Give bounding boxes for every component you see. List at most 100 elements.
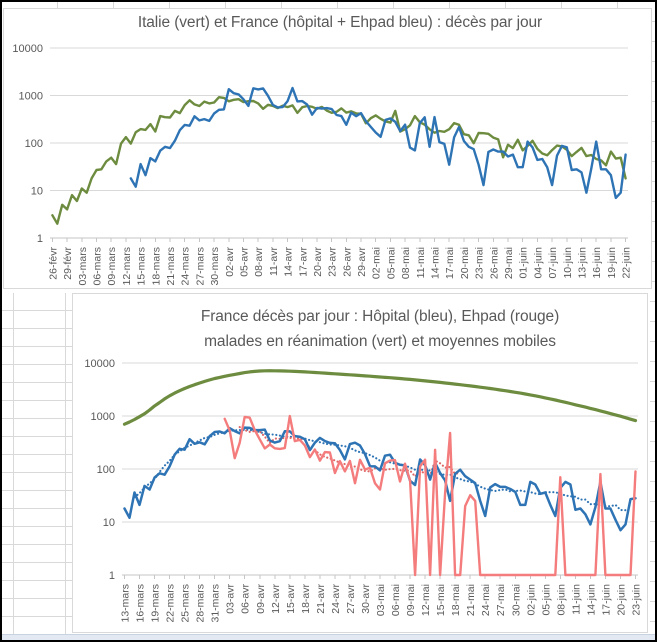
series-france-hopital-ehpad <box>129 86 627 200</box>
chart-france-detail[interactable]: France décès par jour : Hôpital (bleu), … <box>72 293 648 633</box>
x-axis-label: 12-avr <box>270 584 282 614</box>
x-axis-label: 02-mai <box>371 247 383 279</box>
x-axis-label: 12-mai <box>420 584 432 616</box>
x-axis-label: 08-avr <box>253 247 265 277</box>
x-axis-label: 20-juin <box>615 584 627 616</box>
spreadsheet-right-cells <box>650 2 655 634</box>
x-axis-label: 16-juin <box>591 247 603 279</box>
x-axis-label: 17-avr <box>297 247 309 277</box>
x-axis-label: 22-juin <box>621 247 633 279</box>
x-axis-label: 06-mars <box>92 247 104 286</box>
x-axis-label: 05-avr <box>238 247 250 277</box>
x-axis-label: 26-févr <box>47 247 59 280</box>
x-axis-label: 15-avr <box>285 584 297 614</box>
chart-title-bottom-line1: France décès par jour : Hôpital (bleu), … <box>200 308 560 325</box>
x-axis-label: 17-juin <box>600 584 612 616</box>
x-axis-label: 24-mai <box>480 584 492 616</box>
x-axis-label: 29-mai <box>503 247 515 279</box>
x-axis-label: 13-juin <box>576 247 588 279</box>
x-axis-label: 18-mai <box>450 584 462 616</box>
x-axis-label: 15-mai <box>435 584 447 616</box>
series-ehpad <box>223 414 637 577</box>
x-axis-label: 21-mars <box>165 247 177 286</box>
x-axis-label: 20-mai <box>459 247 471 279</box>
x-axis-label: 03-mars <box>77 247 89 286</box>
x-axis-label: 29-févr <box>62 247 74 280</box>
x-axis-label: 23-juin <box>630 584 642 616</box>
x-axis-label: 08-mai <box>400 247 412 279</box>
y-axis-label: 1 <box>109 570 115 582</box>
x-axis-label: 05-juin <box>540 584 552 616</box>
y-axis-label: 1 <box>37 233 43 245</box>
x-axis-label: 29-avr <box>356 247 368 277</box>
x-axis-label: 16-mars <box>135 584 147 623</box>
x-axis-label: 09-avr <box>255 584 267 614</box>
window-bottom-strip <box>2 634 655 640</box>
y-axis-label: 100 <box>25 138 43 150</box>
x-axis-label: 01-juin <box>518 247 530 279</box>
x-axis-label: 26-avr <box>341 247 353 277</box>
x-axis-label: 09-mars <box>106 247 118 286</box>
x-axis-label: 24-avr <box>330 584 342 614</box>
x-axis-label: 19-mars <box>150 584 162 623</box>
x-axis-label: 02-avr <box>224 247 236 277</box>
plot-area-italie-france: 10000 1000 100 10 1 26-févr 29-févr 03-mars 06-m… <box>12 43 633 286</box>
y-axis-label: 10 <box>31 186 43 198</box>
x-axis-label: 24-mars <box>180 247 192 286</box>
chart-title-bottom: France décès par jour : Hôpital (bleu), … <box>113 304 647 354</box>
chart-title-bottom-line2: malades en réanimation (vert) et moyenne… <box>204 333 556 350</box>
x-axis-label: 30-mars <box>209 247 221 286</box>
x-axis-label: 22-mars <box>165 584 177 623</box>
x-axis-label: 21-mai <box>465 584 477 616</box>
x-axis-label: 06-mai <box>390 584 402 616</box>
x-axis-label: 27-mars <box>194 247 206 286</box>
x-axis-label: 30-avr <box>360 584 372 614</box>
x-axis-label: 03-avr <box>225 584 237 614</box>
series-hopital-moyenne-mobile <box>133 428 627 512</box>
x-axis-label: 20-avr <box>312 247 324 277</box>
x-axis-label: 08-juin <box>555 584 567 616</box>
x-axis-label: 17-mai <box>444 247 456 279</box>
chart-title-top: Italie (vert) et France (hôpital + Ehpad… <box>137 14 543 31</box>
x-axis-label: 28-mars <box>195 584 207 623</box>
spreadsheet-top-gridlines <box>2 2 655 8</box>
plot-area-france-detail: 10000 1000 100 10 1 13-mars 16-mars 19-mars 22-m… <box>84 358 642 623</box>
x-axis-label: 14-juin <box>585 584 597 616</box>
x-axis-label: 14-mai <box>430 247 442 279</box>
x-axis-label: 11-mai <box>415 247 427 278</box>
x-axis-label: 18-avr <box>300 584 312 614</box>
y-axis-label: 1000 <box>19 91 43 103</box>
x-axis-label: 07-juin <box>547 247 559 279</box>
spreadsheet-left-cells <box>2 293 72 634</box>
y-axis-label: 10000 <box>84 358 115 370</box>
y-axis-label: 1000 <box>91 411 115 423</box>
series-ehpad-moyenne-mobile <box>238 426 462 479</box>
x-axis-label: 10-juin <box>562 247 574 279</box>
x-axis-label: 02-juin <box>525 584 537 616</box>
x-axis-label: 06-avr <box>240 584 252 614</box>
chart-italie-france[interactable]: Italie (vert) et France (hôpital + Ehpad… <box>3 8 652 289</box>
x-axis-label: 27-avr <box>345 584 357 614</box>
x-axis-label: 13-mars <box>120 584 132 623</box>
x-axis-label: 11-avr <box>268 246 280 275</box>
x-axis-label: 09-mai <box>405 584 417 616</box>
x-axis-label: 21-avr <box>315 584 327 614</box>
x-axis-label: 04-juin <box>532 247 544 279</box>
x-axis-label: 30-mai <box>510 584 522 616</box>
x-axis-label: 25-mars <box>180 584 192 623</box>
x-axis-label: 11-juin <box>570 584 582 615</box>
series-hopital <box>123 426 637 532</box>
x-axis-label: 19-juin <box>606 247 618 279</box>
x-axis-label: 12-mars <box>121 247 133 286</box>
x-axis-label: 27-mai <box>495 584 507 616</box>
x-axis-label: 14-avr <box>283 247 295 277</box>
x-axis-label: 18-mars <box>150 247 162 286</box>
y-axis-label: 10000 <box>12 43 43 55</box>
x-axis-label: 23-mai <box>474 247 486 279</box>
x-axis-label: 26-mai <box>488 247 500 279</box>
y-axis-label: 100 <box>97 464 115 476</box>
x-axis-label: 31-mars <box>210 584 222 623</box>
series-reanimation <box>122 369 638 426</box>
x-axis-label: 05-mai <box>385 247 397 279</box>
